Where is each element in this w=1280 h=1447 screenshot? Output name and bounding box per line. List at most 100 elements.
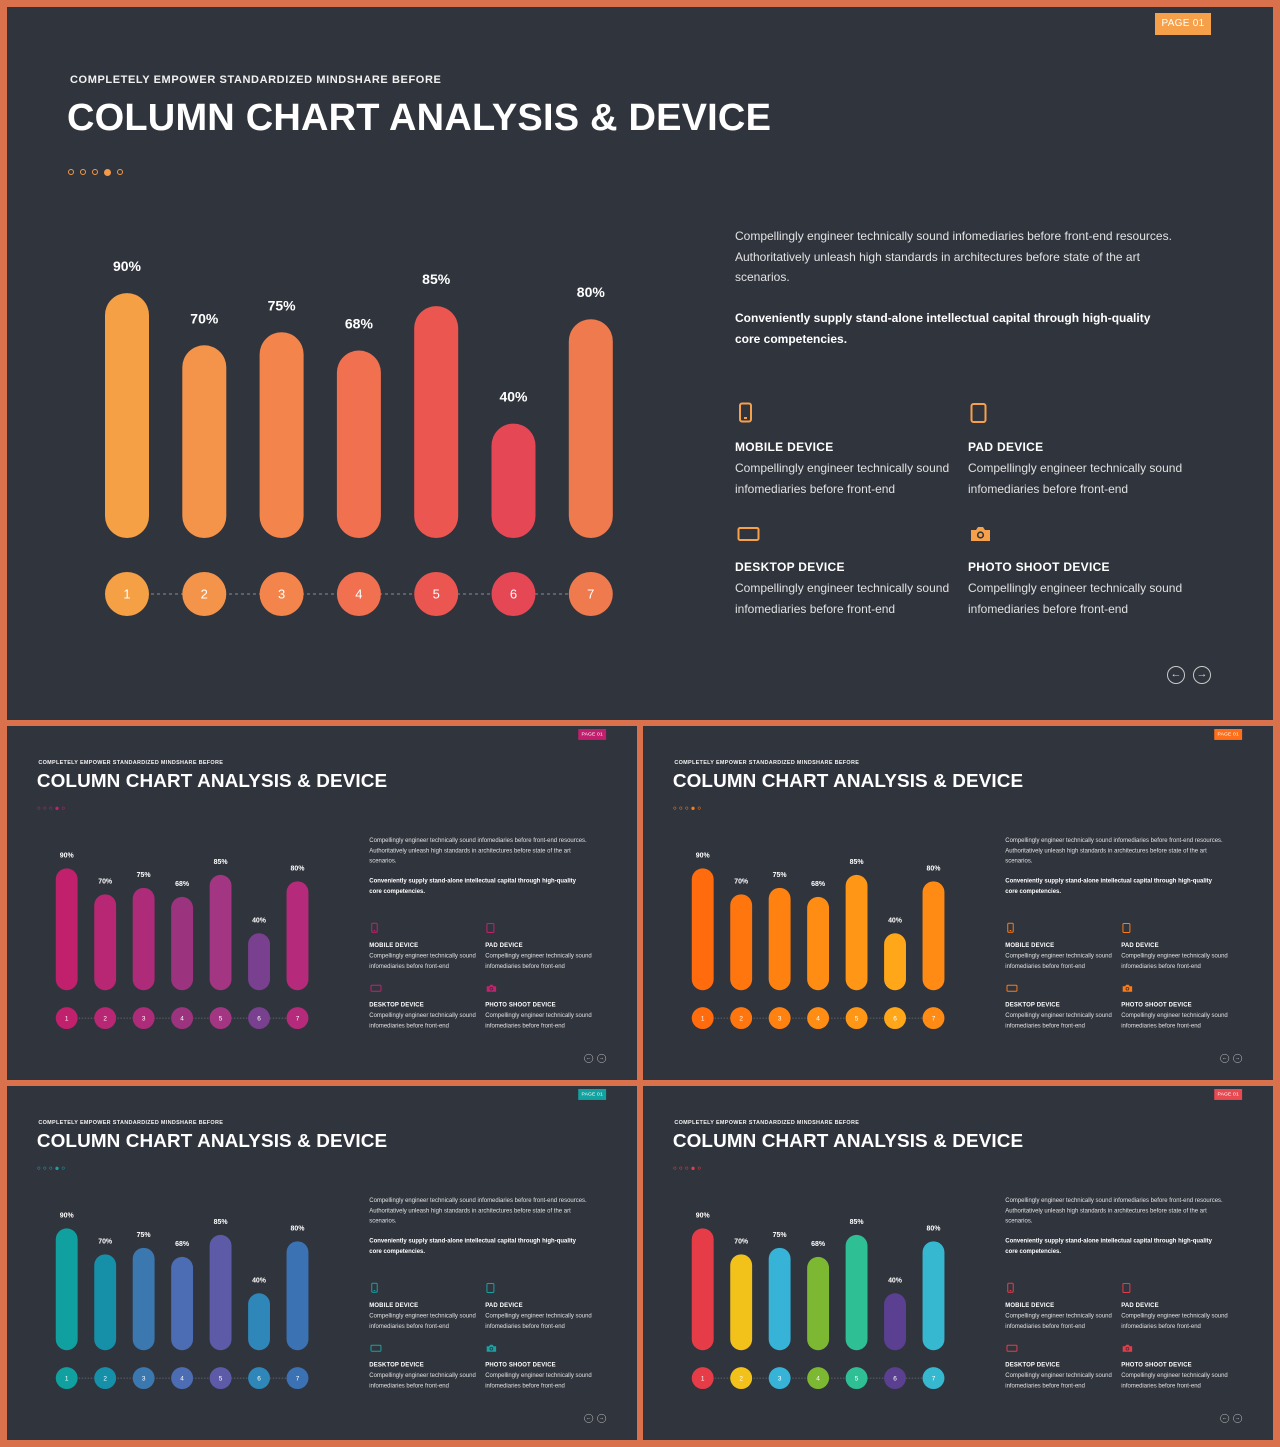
pagination-dots (673, 806, 701, 810)
category-circle (884, 1007, 906, 1030)
tablet-icon (1122, 1283, 1131, 1294)
bar-value-label: 90% (113, 258, 142, 274)
chart-bar (730, 894, 753, 991)
arrow-left-icon[interactable]: ← (1220, 1053, 1230, 1063)
pagination-dot[interactable] (679, 806, 683, 810)
feature-title: PAD DEVICE (968, 440, 1044, 454)
arrow-left-icon[interactable]: ← (584, 1413, 594, 1423)
pagination-dot[interactable] (37, 1166, 41, 1170)
slide-title: COLUMN CHART ANALYSIS & DEVICE (36, 1130, 388, 1152)
category-circle (730, 1007, 753, 1030)
arrow-right-icon[interactable]: → (597, 1413, 607, 1423)
pagination-dot-active[interactable] (55, 1166, 59, 1170)
tablet-icon (486, 1283, 495, 1294)
pagination-dot[interactable] (61, 806, 65, 810)
desktop-icon (1006, 1344, 1018, 1352)
category-circle (209, 1007, 232, 1030)
pagination-dot[interactable] (49, 1166, 53, 1170)
chart-bar (414, 306, 459, 538)
category-label: 1 (65, 1015, 69, 1022)
category-label: 6 (893, 1375, 897, 1382)
pagination-dot-active[interactable] (104, 168, 111, 176)
feature-photo: PHOTO SHOOT DEVICE Compellingly engineer… (485, 982, 599, 1029)
chart-bar (132, 1247, 155, 1351)
arrow-left-icon[interactable]: ← (1220, 1413, 1230, 1423)
pagination-dot[interactable] (679, 1166, 683, 1170)
category-label: 7 (296, 1015, 300, 1022)
pagination-dot[interactable] (68, 169, 74, 175)
arrow-right-icon[interactable]: → (1233, 1413, 1243, 1423)
feature-text: Compellingly engineer technically sound … (369, 1371, 476, 1389)
bar-value-label: 40% (888, 917, 902, 924)
feature-title: MOBILE DEVICE (735, 440, 834, 454)
bar-value-label: 80% (291, 865, 305, 872)
pagination-dot-active[interactable] (691, 806, 695, 810)
category-label: 3 (142, 1015, 146, 1022)
pagination-dot-active[interactable] (55, 806, 59, 810)
pagination-dot[interactable] (697, 1166, 701, 1170)
arrow-left-icon[interactable]: ← (1167, 666, 1185, 684)
page-badge: PAGE 01 (578, 728, 607, 740)
chart-bar (55, 1228, 78, 1351)
camera-icon (1122, 984, 1133, 992)
category-label: 1 (701, 1375, 705, 1382)
arrow-right-icon[interactable]: → (1193, 666, 1211, 684)
feature-title: PHOTO SHOOT DEVICE (968, 560, 1110, 574)
description-text: Compellingly engineer technically sound … (1005, 836, 1223, 864)
category-label: 6 (257, 1375, 261, 1382)
category-circle (248, 1367, 270, 1390)
category-circle (248, 1007, 270, 1030)
category-circle (132, 1007, 155, 1030)
bar-value-label: 68% (811, 1241, 825, 1248)
pagination-dot[interactable] (673, 806, 677, 810)
pagination-dot[interactable] (117, 169, 123, 175)
pagination-dot[interactable] (80, 169, 86, 175)
category-label: 4 (816, 1015, 820, 1022)
column-chart: 90% 1 70% 2 75% 3 68% 4 85% 5 40% 6 80% 7 (55, 852, 309, 1030)
pagination-dot[interactable] (49, 806, 53, 810)
feature-mobile: MOBILE DEVICE Compellingly engineer tech… (735, 402, 965, 496)
pagination-dot[interactable] (43, 806, 47, 810)
slide-title: COLUMN CHART ANALYSIS & DEVICE (672, 770, 1024, 792)
pagination-dot-active[interactable] (691, 1166, 695, 1170)
pagination-dot[interactable] (673, 1166, 677, 1170)
chart-bar (94, 894, 117, 991)
category-circle (807, 1367, 830, 1390)
category-label: 7 (932, 1375, 936, 1382)
pagination-dot[interactable] (685, 1166, 689, 1170)
bar-value-label: 40% (888, 1277, 902, 1284)
slide-content: PAGE 01 COMPLETELY EMPOWER STANDARDIZED … (7, 1086, 637, 1440)
category-label: 2 (103, 1375, 107, 1382)
pagination-dot[interactable] (37, 806, 41, 810)
pagination-dots (673, 1166, 701, 1170)
bar-value-label: 90% (60, 852, 74, 859)
arrow-left-icon[interactable]: ← (584, 1053, 594, 1063)
arrow-right-icon[interactable]: → (1233, 1053, 1243, 1063)
page-badge: PAGE 01 (1214, 1088, 1243, 1100)
feature-title: MOBILE DEVICE (369, 941, 419, 949)
feature-title: DESKTOP DEVICE (1005, 1361, 1060, 1369)
description-bold-text: Conveniently supply stand-alone intellec… (735, 311, 1151, 346)
description-text: Compellingly engineer technically sound … (735, 229, 1172, 284)
slide-title: COLUMN CHART ANALYSIS & DEVICE (36, 770, 388, 792)
feature-text: Compellingly engineer technically sound … (1121, 1371, 1228, 1389)
slide-main: PAGE 01 COMPLETELY EMPOWER STANDARDIZED … (7, 7, 1273, 720)
category-circle (845, 1007, 868, 1030)
category-label: 6 (893, 1015, 897, 1022)
bar-value-label: 68% (345, 316, 374, 332)
pagination-dot[interactable] (685, 806, 689, 810)
category-label: 1 (701, 1015, 705, 1022)
bar-value-label: 85% (214, 859, 228, 866)
pagination-dot[interactable] (43, 1166, 47, 1170)
category-circle (209, 1367, 232, 1390)
pagination-dot[interactable] (697, 806, 701, 810)
category-circle (286, 1007, 309, 1030)
pagination-dot[interactable] (92, 169, 98, 175)
feature-title: MOBILE DEVICE (1005, 941, 1055, 949)
bar-value-label: 75% (137, 872, 151, 879)
description-text: Compellingly engineer technically sound … (1005, 1196, 1223, 1224)
category-label: 4 (816, 1375, 820, 1382)
arrow-right-icon[interactable]: → (597, 1053, 607, 1063)
chart-bar (884, 933, 906, 991)
pagination-dot[interactable] (61, 1166, 65, 1170)
